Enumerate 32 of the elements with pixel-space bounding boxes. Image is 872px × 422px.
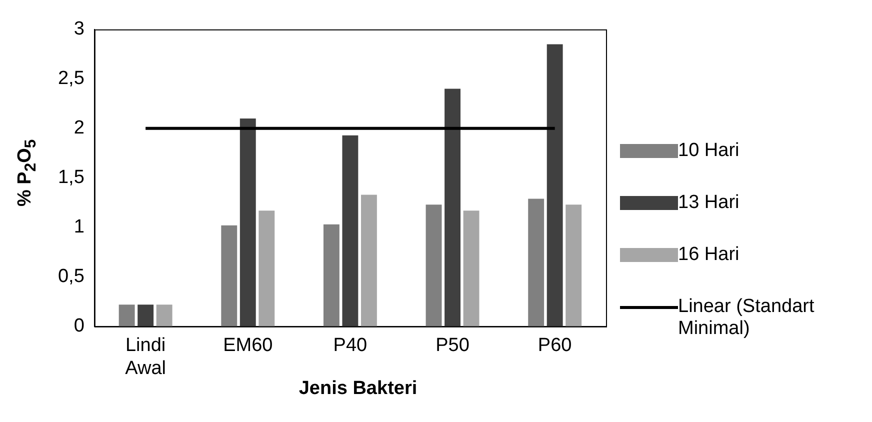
bar	[156, 304, 172, 326]
legend-label: 10 Hari	[678, 140, 740, 162]
bar	[360, 194, 377, 326]
y-tick-label: 2,5	[58, 68, 84, 90]
bar	[528, 198, 544, 326]
y-tick-label: 2	[74, 118, 84, 139]
legend-label: Linear (Standart Minimal)	[678, 296, 816, 340]
x-tick-label: P50	[436, 335, 470, 356]
x-tick-label: Lindi Awal	[125, 335, 166, 379]
y-tick-label: 0	[74, 316, 84, 337]
legend-label: 13 Hari	[678, 192, 740, 214]
bar	[240, 118, 256, 326]
bar	[258, 210, 275, 326]
bar	[426, 204, 442, 326]
y-tick-label: 1,5	[58, 167, 84, 188]
legend-label: 16 Hari	[678, 244, 740, 266]
x-tick-label: EM60	[223, 335, 273, 356]
bar	[463, 210, 480, 326]
bar	[221, 225, 238, 326]
bar	[566, 204, 582, 326]
bar	[138, 304, 154, 326]
bar	[546, 44, 563, 326]
x-axis-title: Jenis Bakteri	[298, 378, 418, 400]
bar	[323, 224, 340, 326]
bar	[118, 304, 135, 326]
y-tick-label: 3	[74, 18, 84, 40]
y-tick-label: 0,5	[58, 266, 84, 288]
bar	[444, 88, 460, 326]
bar	[342, 135, 358, 326]
x-tick-label: P60	[538, 335, 572, 356]
x-tick-label: P40	[333, 335, 368, 356]
y-tick-label: 1	[74, 216, 84, 238]
